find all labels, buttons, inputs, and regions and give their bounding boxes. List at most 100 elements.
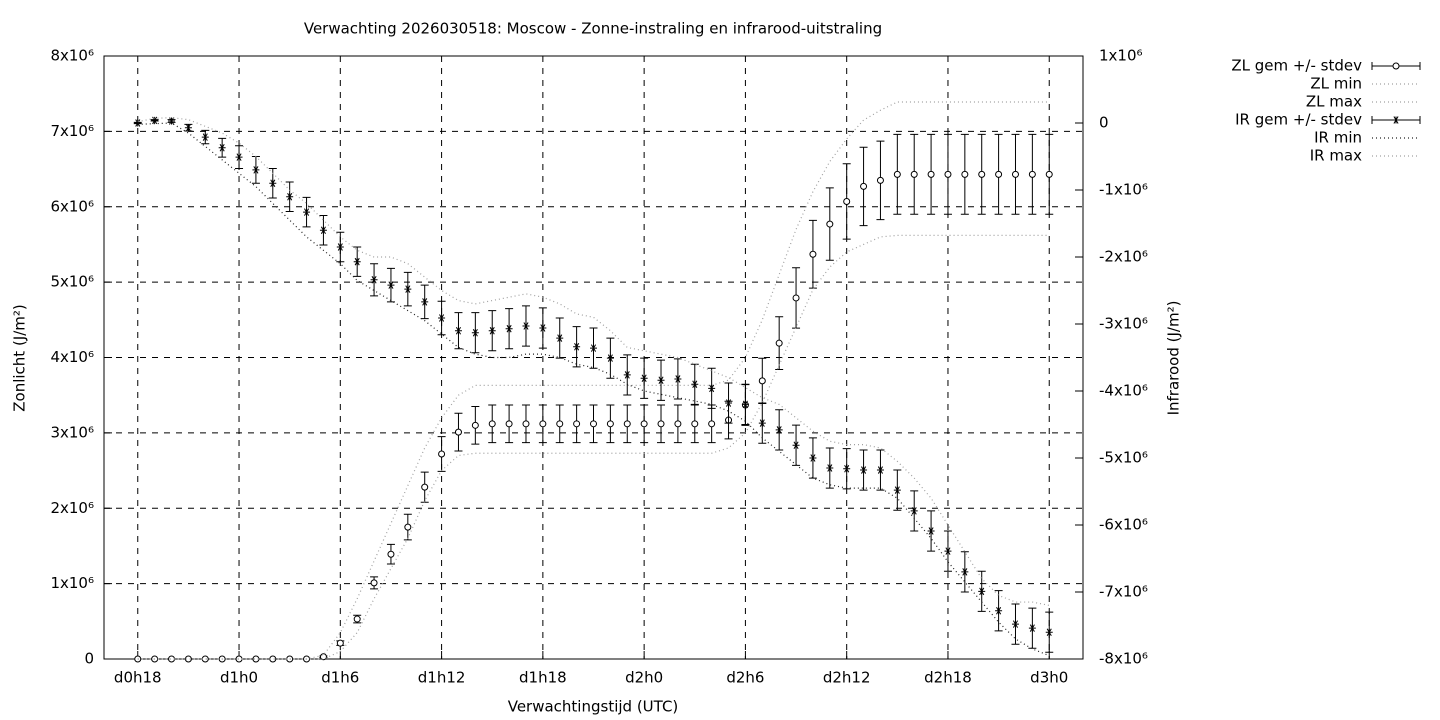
- marker: [961, 170, 969, 178]
- marker: [657, 376, 665, 385]
- marker: [978, 587, 986, 596]
- marker: [269, 179, 277, 188]
- marker: [438, 450, 446, 458]
- x-tick-label: d1h0: [220, 669, 258, 687]
- marker: [876, 176, 884, 184]
- marker: [539, 324, 547, 332]
- marker: [640, 420, 648, 428]
- marker: [1011, 170, 1019, 178]
- marker: [910, 507, 918, 515]
- marker: [1392, 116, 1400, 124]
- marker: [539, 420, 547, 428]
- x-tick-label: d1h6: [321, 669, 359, 687]
- marker: [505, 324, 513, 333]
- y2-tick-label: -1x10⁶: [1099, 181, 1148, 199]
- marker: [573, 343, 581, 351]
- y2-tick-label: 0: [1099, 114, 1109, 132]
- marker: [488, 326, 496, 335]
- marker: [218, 144, 226, 152]
- line: [137, 122, 1050, 657]
- marker: [860, 182, 868, 190]
- marker: [573, 420, 581, 428]
- marker: [893, 170, 901, 178]
- y2-tick-label: 1x10⁶: [1099, 47, 1143, 65]
- marker: [640, 374, 648, 383]
- y-tick-label: 7x10⁶: [50, 122, 94, 140]
- marker: [336, 243, 344, 251]
- marker: [370, 276, 378, 284]
- x-tick-label: d2h0: [625, 669, 663, 687]
- marker: [286, 192, 294, 201]
- marker: [556, 334, 564, 342]
- marker: [775, 426, 783, 434]
- y-tick-label: 1x10⁶: [50, 574, 94, 592]
- x-tick-label: d2h18: [924, 669, 972, 687]
- marker: [708, 384, 716, 393]
- marker: [1045, 628, 1053, 636]
- marker: [843, 464, 851, 473]
- marker: [826, 464, 834, 472]
- legend-label: IR max: [1310, 147, 1362, 165]
- legend-label: IR min: [1314, 129, 1362, 147]
- y2-axis-label: Infrarood (J/m²): [1165, 301, 1183, 416]
- legend-label: IR gem +/- stdev: [1235, 111, 1362, 129]
- line: [137, 117, 1050, 606]
- marker: [741, 400, 749, 409]
- marker: [691, 420, 699, 428]
- marker: [590, 344, 597, 352]
- marker: [792, 294, 800, 302]
- y-tick-label: 6x10⁶: [50, 197, 94, 215]
- marker: [454, 428, 462, 436]
- y2-tick-label: -3x10⁶: [1099, 315, 1148, 333]
- marker: [235, 655, 243, 663]
- marker: [944, 170, 952, 178]
- marker: [995, 607, 1003, 615]
- marker: [893, 486, 901, 494]
- marker: [775, 339, 783, 347]
- marker: [995, 170, 1003, 178]
- legend-label: ZL max: [1306, 93, 1362, 111]
- marker: [758, 419, 766, 427]
- marker: [590, 420, 597, 428]
- marker: [184, 123, 192, 132]
- legend-marker: [1392, 62, 1400, 70]
- line: [137, 234, 1050, 660]
- marker: [623, 371, 631, 379]
- x-axis-label: Verwachtingstijd (UTC): [508, 698, 679, 716]
- marker: [471, 421, 479, 429]
- marker: [252, 655, 260, 663]
- y2-tick-label: -4x10⁶: [1099, 382, 1148, 400]
- marker: [927, 170, 935, 178]
- marker: [201, 655, 209, 663]
- marker: [235, 153, 243, 161]
- marker: [1011, 620, 1019, 628]
- marker: [319, 226, 327, 234]
- marker: [1045, 170, 1053, 178]
- marker: [387, 550, 395, 558]
- y-tick-label: 3x10⁶: [50, 423, 94, 441]
- marker: [725, 399, 733, 407]
- marker: [404, 523, 412, 531]
- y-axis-label: Zonlicht (J/m²): [11, 304, 29, 412]
- y2-tick-label: -6x10⁶: [1099, 516, 1148, 534]
- y2-tick-label: -7x10⁶: [1099, 583, 1148, 601]
- marker: [319, 653, 327, 661]
- marker: [387, 281, 395, 289]
- plot-frame: [103, 55, 1084, 660]
- marker: [978, 170, 986, 178]
- marker: [252, 166, 260, 174]
- marker: [623, 420, 631, 428]
- marker: [758, 377, 766, 385]
- y2-tick-label: -2x10⁶: [1099, 248, 1148, 266]
- marker: [336, 639, 344, 647]
- marker: [488, 420, 496, 428]
- marker: [674, 375, 682, 383]
- marker: [1028, 170, 1036, 178]
- marker: [168, 117, 176, 125]
- marker: [860, 466, 868, 474]
- x-tick-label: d1h12: [418, 669, 466, 687]
- marker: [556, 420, 564, 428]
- marker: [134, 119, 142, 127]
- legend-label: ZL gem +/- stdev: [1231, 57, 1362, 75]
- legend-label: ZL min: [1310, 75, 1362, 93]
